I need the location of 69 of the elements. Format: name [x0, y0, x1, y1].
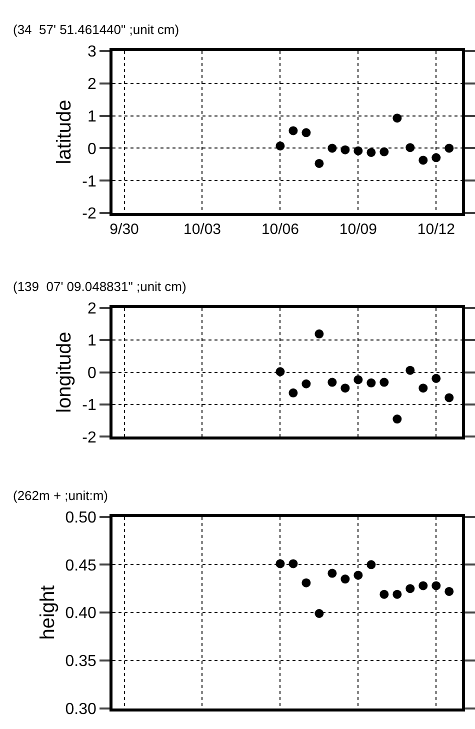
y-axis-title: latitude [54, 100, 76, 164]
point [314, 329, 324, 338]
point [444, 144, 454, 153]
y-tick-label: 0.30 [65, 700, 97, 718]
point [288, 126, 298, 136]
point [276, 367, 285, 376]
point [406, 584, 415, 594]
point [276, 141, 285, 150]
y-tick-label: 0.50 [65, 509, 97, 526]
point [406, 366, 415, 375]
point [432, 581, 441, 590]
y-tick-label: 0.45 [65, 557, 97, 574]
point [328, 144, 337, 153]
point [444, 393, 454, 402]
x-tick-label: 10/12 [417, 220, 455, 238]
y-tick-label: -1 [82, 397, 97, 414]
point [288, 388, 298, 398]
y-tick-label: 0 [88, 364, 97, 382]
point [314, 608, 324, 618]
point [380, 378, 389, 387]
y-axis-title: height [36, 584, 59, 640]
y-tick-label: 2 [88, 76, 97, 93]
point [366, 560, 376, 570]
y-tick-label: 3 [88, 44, 97, 61]
point [380, 590, 389, 599]
chart-title: (34 57' 51.461440" ;unit cm) [13, 22, 180, 37]
y-tick-label: -2 [82, 429, 97, 446]
point [288, 559, 298, 568]
x-tick-label: 10/09 [339, 220, 377, 238]
y-tick-label: -2 [82, 206, 97, 223]
point [366, 148, 376, 157]
point [328, 378, 337, 387]
point [392, 414, 402, 424]
y-tick-label: 1 [88, 108, 97, 126]
y-axis-title: longitude [54, 332, 76, 413]
point [366, 378, 376, 388]
y-tick-label: 0.40 [65, 605, 97, 622]
point [418, 581, 428, 590]
point [354, 570, 363, 580]
point [314, 158, 324, 168]
chart-title: (139 07' 09.048831" ;unit cm) [13, 279, 186, 294]
point [432, 374, 441, 383]
point [340, 145, 350, 154]
point [444, 586, 454, 596]
y-tick-label: 2 [88, 300, 97, 318]
point [432, 153, 441, 162]
point [392, 114, 402, 123]
point [276, 559, 285, 568]
point [354, 375, 363, 384]
point [418, 156, 428, 165]
point [354, 146, 363, 156]
point [380, 147, 389, 156]
point [302, 379, 311, 388]
point [340, 574, 350, 584]
y-tick-label: 0 [88, 140, 97, 158]
point [406, 143, 415, 152]
point [302, 578, 311, 588]
x-tick-label: 10/03 [183, 220, 222, 238]
point [392, 590, 402, 599]
y-tick-label: 1 [88, 332, 97, 350]
x-tick-label: 10/06 [261, 220, 299, 238]
x-tick-label: 9/30 [110, 220, 139, 238]
point [302, 128, 311, 138]
y-tick-label: -1 [82, 173, 97, 190]
point [340, 384, 350, 393]
chart-title: (262m + ;unit:m) [13, 488, 108, 503]
point [418, 384, 428, 393]
point [328, 568, 337, 578]
y-tick-label: 0.35 [65, 652, 97, 670]
